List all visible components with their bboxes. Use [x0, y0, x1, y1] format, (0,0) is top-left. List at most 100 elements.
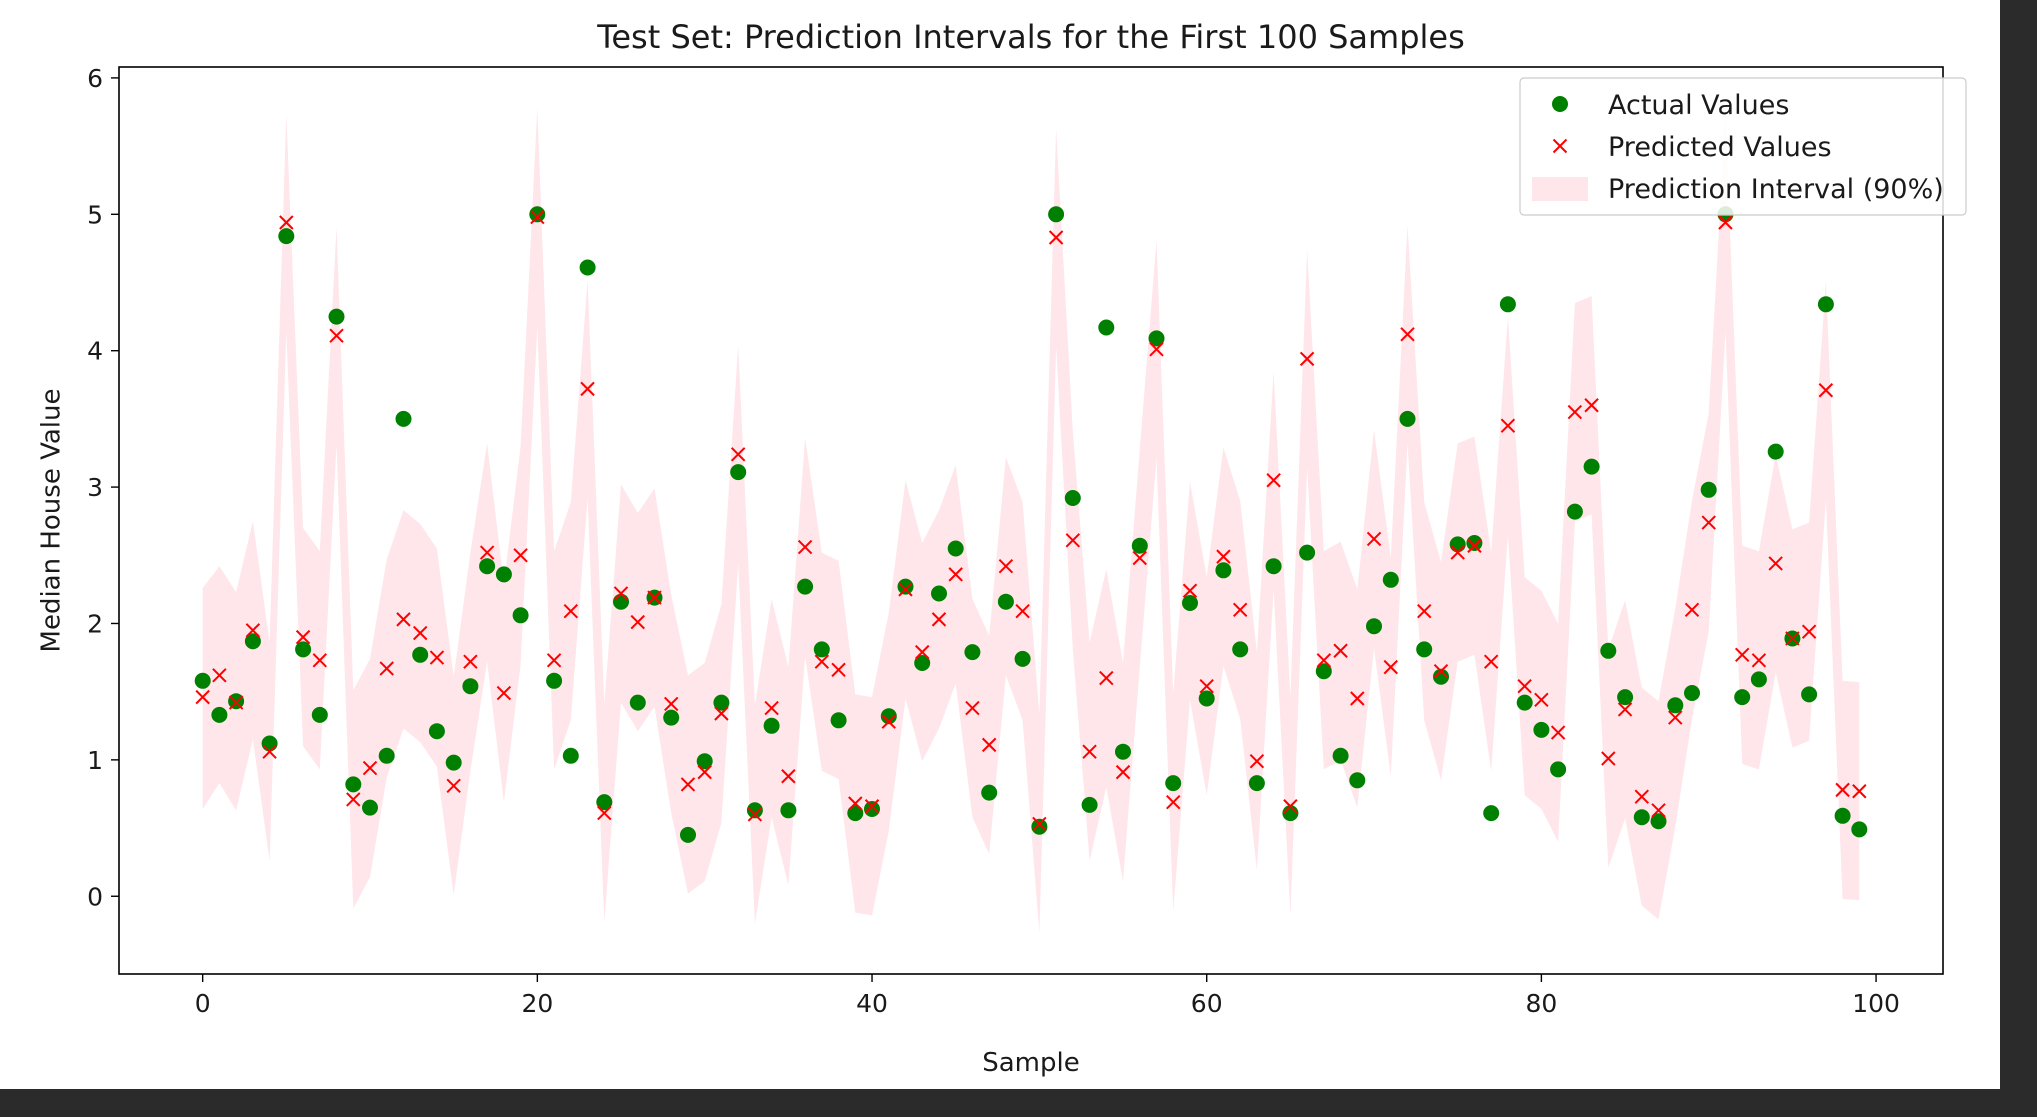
actual-point-40	[864, 801, 880, 817]
y-tick-label-5: 5	[87, 200, 103, 229]
actual-point-66	[1299, 544, 1316, 561]
legend-label-actual: Actual Values	[1608, 90, 1789, 121]
actual-point-81	[1550, 761, 1567, 778]
predicted-point-69	[1350, 691, 1365, 706]
predicted-point-42	[898, 582, 913, 597]
actual-point-87	[1650, 813, 1667, 830]
actual-point-80	[1533, 721, 1550, 738]
actual-point-46	[964, 644, 981, 661]
x-tick-label-40: 40	[856, 989, 888, 1018]
chart-title: Test Set: Prediction Intervals for the F…	[596, 18, 1465, 56]
predicted-point-68	[1333, 643, 1348, 658]
predicted-point-49	[1015, 603, 1030, 619]
actual-point-49	[1014, 650, 1031, 667]
predicted-point-73	[1417, 603, 1432, 619]
actual-point-29	[680, 826, 696, 843]
legend-label-interval: Prediction Interval (90%)	[1608, 174, 1944, 205]
x-axis-label: Sample	[982, 1048, 1080, 1078]
predicted-point-83	[1584, 398, 1599, 413]
predicted-point-92	[1734, 647, 1750, 663]
actual-point-15	[445, 754, 462, 771]
actual-point-70	[1366, 618, 1382, 635]
predicted-point-24	[597, 805, 612, 821]
predicted-point-80	[1534, 692, 1549, 708]
legend-marker-actual	[1552, 96, 1568, 112]
x-tick-label-80: 80	[1525, 989, 1557, 1018]
actual-point-11	[378, 747, 395, 764]
actual-point-24	[596, 794, 613, 811]
y-tick-label-3: 3	[87, 473, 103, 502]
actual-point-9	[345, 776, 362, 793]
predicted-point-47	[981, 737, 997, 753]
predicted-point-87	[1651, 803, 1666, 818]
predicted-point-36	[797, 539, 813, 555]
actual-point-25	[613, 593, 629, 610]
actual-point-72	[1399, 410, 1416, 427]
actual-point-12	[395, 410, 412, 427]
actual-point-63	[1248, 775, 1265, 792]
predicted-point-72	[1400, 327, 1415, 342]
actual-point-74	[1433, 668, 1449, 685]
actual-point-55	[1115, 743, 1131, 760]
predicted-point-50	[1032, 816, 1047, 832]
actual-point-47	[981, 784, 998, 801]
legend-entry-interval: Prediction Interval (90%)	[1532, 174, 1944, 205]
actual-point-26	[629, 694, 646, 711]
actual-point-19	[512, 607, 529, 624]
predicted-point-43	[915, 644, 930, 660]
actual-point-90	[1700, 481, 1717, 498]
y-tick-label-2: 2	[87, 609, 103, 638]
actual-point-0	[194, 672, 211, 689]
predicted-point-82	[1567, 404, 1583, 420]
x-ticks: 0 20 40 60 80 100	[195, 974, 1900, 1018]
y-tick-label-4: 4	[87, 337, 103, 366]
actual-point-42	[897, 578, 914, 595]
predicted-point-19	[513, 548, 528, 563]
actual-point-75	[1449, 536, 1466, 553]
predicted-point-12	[396, 612, 411, 627]
actual-point-37	[813, 641, 830, 658]
actual-point-50	[1031, 818, 1048, 835]
predicted-point-28	[664, 696, 679, 712]
legend: Actual Values Predicted Values Predictio…	[1519, 77, 1967, 216]
legend-entry-predicted: Predicted Values	[1552, 132, 1832, 163]
actual-point-61	[1215, 562, 1232, 579]
predicted-point-95	[1785, 631, 1800, 646]
actual-point-1	[211, 706, 228, 723]
actual-point-17	[479, 558, 496, 575]
actual-point-39	[847, 805, 864, 822]
actual-point-4	[261, 735, 278, 752]
predicted-point-31	[714, 706, 729, 721]
predicted-point-2	[228, 695, 244, 710]
legend-entry-actual: Actual Values	[1552, 90, 1789, 121]
prediction-interval-band	[202, 107, 1860, 934]
predicted-point-4	[262, 744, 277, 759]
predicted-point-5	[279, 215, 294, 230]
actual-point-51	[1048, 206, 1065, 223]
background-edge-bottom	[0, 1089, 2037, 1117]
predicted-point-70	[1366, 531, 1382, 547]
legend-box	[1519, 77, 1967, 216]
actual-point-58	[1165, 775, 1182, 792]
predicted-point-77	[1483, 654, 1499, 669]
predicted-point-15	[446, 778, 461, 793]
predicted-point-27	[647, 590, 662, 605]
predicted-point-45	[948, 567, 963, 582]
predicted-point-29	[680, 777, 696, 792]
actual-point-20	[529, 206, 546, 223]
actual-point-22	[562, 747, 579, 764]
predicted-point-56	[1132, 550, 1147, 566]
y-tick-label-1: 1	[87, 746, 103, 775]
predicted-point-74	[1433, 664, 1449, 679]
predicted-point-16	[463, 654, 478, 669]
y-tick-label-6: 6	[87, 64, 103, 93]
predicted-point-89	[1684, 602, 1700, 618]
x-tick-label-100: 100	[1852, 989, 1900, 1018]
actual-point-98	[1834, 807, 1851, 824]
x-tick-label-20: 20	[521, 989, 553, 1018]
actual-point-33	[746, 802, 763, 819]
predicted-point-51	[1048, 230, 1064, 245]
actual-point-60	[1198, 690, 1215, 707]
predicted-point-22	[563, 603, 579, 619]
actual-point-83	[1583, 458, 1600, 475]
